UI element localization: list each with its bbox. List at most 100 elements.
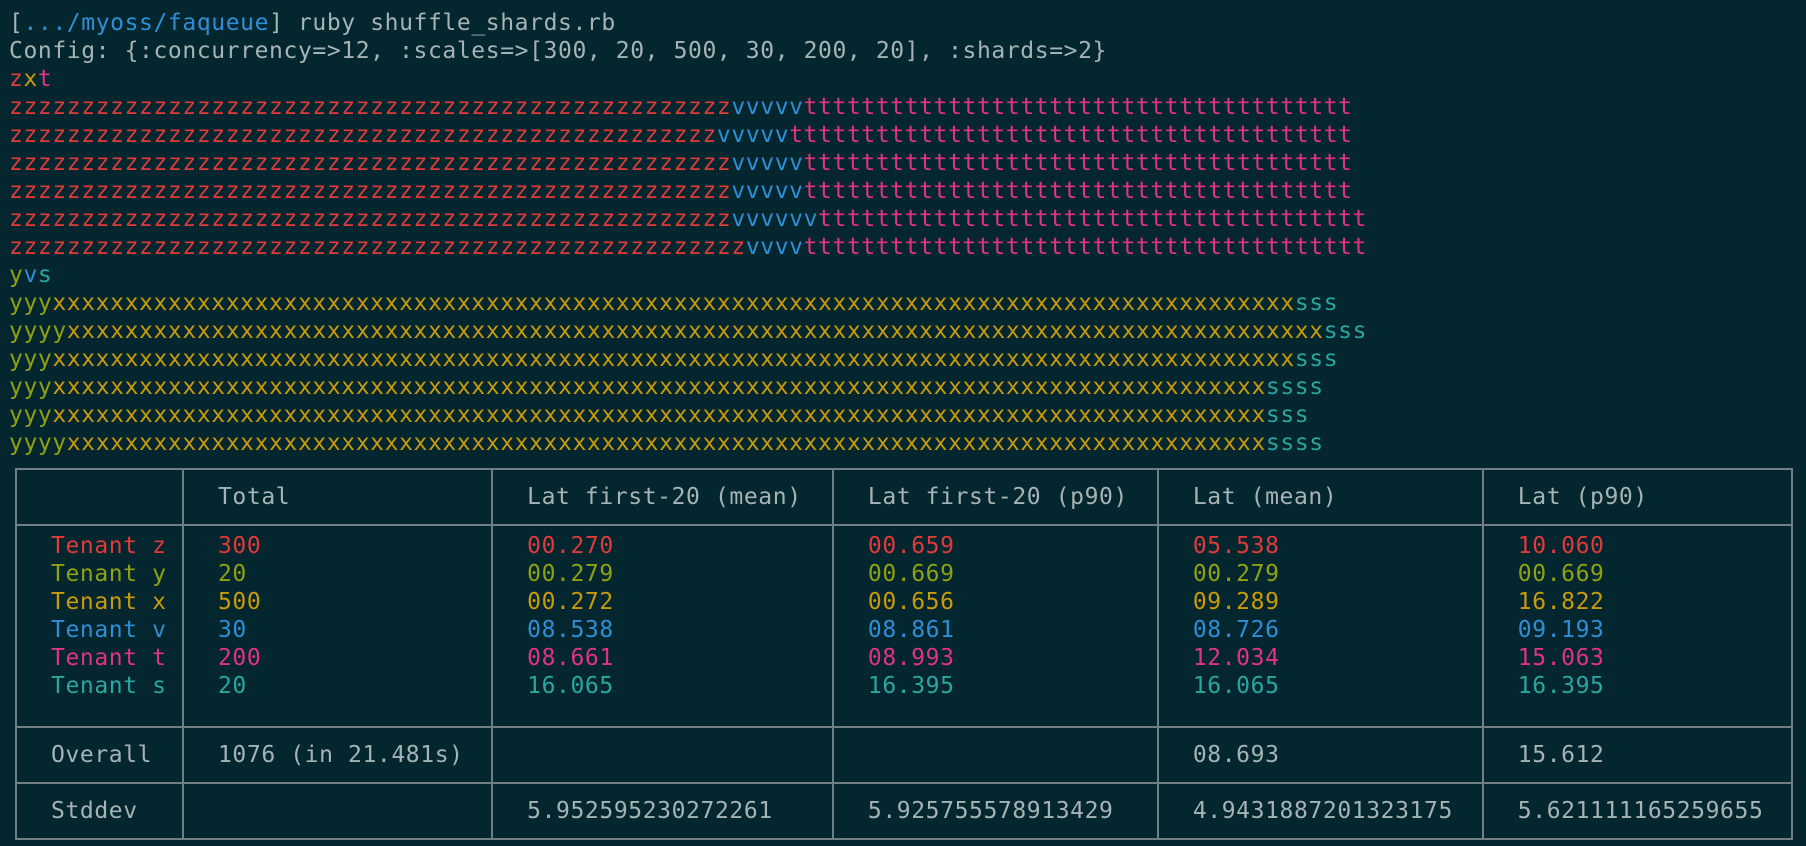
tenant-char-run: vvvv [745,234,804,260]
tenant-value: 08.538 [527,617,614,643]
prompt-command: ruby shuffle_shards.rb [283,10,616,36]
shard-progress-line: zzzzzzzzzzzzzzzzzzzzzzzzzzzzzzzzzzzzzzzz… [9,149,1806,177]
shard-progress-line: yyyxxxxxxxxxxxxxxxxxxxxxxxxxxxxxxxxxxxxx… [9,373,1806,401]
tenant-char-run: ttttttttttttttttttttttttttttttttttttttt [803,234,1368,260]
shard-progress-line: zzzzzzzzzzzzzzzzzzzzzzzzzzzzzzzzzzzzzzzz… [9,233,1806,261]
shard-label-line: yvs [9,261,1806,289]
terminal-output: [.../myoss/faqueue] ruby shuffle_shards.… [9,9,1806,457]
tenant-char-run: vvvvv [716,122,790,148]
tenant-value: 09.193 [1517,617,1605,643]
tenant-value: 09.289 [1192,589,1280,615]
overall-first20-mean [491,726,834,784]
shard-2-output: yvs yyyxxxxxxxxxxxxxxxxxxxxxxxxxxxxxxxxxx… [9,261,1806,457]
tenant-value: 00.656 [867,589,955,615]
header-cell-mean: Lat (mean) [1156,468,1484,526]
tenant-char-run: tttttttttttttttttttttttttttttttttttttt [803,178,1353,204]
shard-1-output: zxt zzzzzzzzzzzzzzzzzzzzzzzzzzzzzzzzzzzzz… [9,65,1806,261]
tenant-total-column: 300 20 500 30 200 20 [181,524,494,728]
tenant-char-run: vvvvv [731,94,804,120]
tenant-char-run: xxxxxxxxxxxxxxxxxxxxxxxxxxxxxxxxxxxxxxxx… [66,318,1324,344]
shard-progress-line: yyyxxxxxxxxxxxxxxxxxxxxxxxxxxxxxxxxxxxxx… [9,289,1806,317]
tenant-char-run: yyyy [9,430,67,456]
tenant-char-run: yyyy [9,318,67,344]
tenant-char-run: ssss [1265,374,1324,400]
tenant-value: 300 [217,533,262,559]
tenant-char-run: sss [1294,290,1339,316]
tenant-value: 16.065 [1192,673,1280,699]
stddev-p90: 5.621111165259655 [1481,782,1794,840]
tenant-char-run: zzzzzzzzzzzzzzzzzzzzzzzzzzzzzzzzzzzzzzzz… [9,122,717,148]
tenant-value: 16.822 [1517,589,1605,615]
tenant-char-run: vvvvv [731,150,804,176]
tenant-char-run: vvvvv [731,178,804,204]
tenant-p90-column: 10.060 00.669 16.822 09.193 15.063 16.395 [1481,524,1794,728]
overall-label: Overall [15,726,184,784]
tenant-char-run: sss [1323,318,1368,344]
tenant-char-run: sss [1265,402,1310,428]
tenant-char-run: z [9,66,24,92]
tenant-char-run: zzzzzzzzzzzzzzzzzzzzzzzzzzzzzzzzzzzzzzzz… [9,150,732,176]
tenant-char-run: yyy [9,290,53,316]
tenant-name: Tenant v [51,617,167,643]
tenant-value: 16.395 [867,673,955,699]
config-line: Config: {:concurrency=>12, :scales=>[300… [9,38,1107,64]
tenant-char-run: ttttttttttttttttttttttttttttttttttttttt [789,122,1353,148]
stddev-mean: 4.9431887201323175 [1156,782,1484,840]
tenant-value: 20 [217,673,247,699]
tenant-char-run: yyy [9,402,53,428]
tenant-name: Tenant z [51,533,167,559]
shard-progress-line: zzzzzzzzzzzzzzzzzzzzzzzzzzzzzzzzzzzzzzzz… [9,121,1806,149]
tenant-char-run: sss [1294,346,1339,372]
tenant-char-run: ssss [1265,430,1324,456]
tenant-char-run: xxxxxxxxxxxxxxxxxxxxxxxxxxxxxxxxxxxxxxxx… [52,374,1266,400]
header-cell-first20-mean: Lat first-20 (mean) [491,468,834,526]
tenant-value: 00.669 [867,561,955,587]
shard-progress-line: zzzzzzzzzzzzzzzzzzzzzzzzzzzzzzzzzzzzzzzz… [9,93,1806,121]
tenant-char-run: y [9,262,24,288]
tenant-char-run: yyy [9,374,53,400]
stddev-total [181,782,494,840]
tenant-value: 20 [217,561,247,587]
tenant-char-run: s [37,262,53,288]
shard-label-line: zxt [9,65,1806,93]
stddev-row: Stddev 5.952595230272261 5.9257555789134… [15,782,1794,840]
tenant-char-run: v [23,262,38,288]
table-header-row: Total Lat first-20 (mean) Lat first-20 (… [15,468,1794,526]
header-cell-total: Total [181,468,494,526]
shard-progress-line: yyyxxxxxxxxxxxxxxxxxxxxxxxxxxxxxxxxxxxxx… [9,401,1806,429]
tenant-first20-mean-column: 00.270 00.279 00.272 08.538 08.661 16.065 [491,524,834,728]
overall-p90: 15.612 [1481,726,1794,784]
stddev-first20-mean: 5.952595230272261 [491,782,834,840]
tenant-value: 10.060 [1517,533,1605,559]
tenant-char-run: tttttttttttttttttttttttttttttttttttttt [803,150,1353,176]
tenant-name: Tenant t [51,645,167,671]
tenant-name-column: Tenant z Tenant y Tenant x Tenant v Tenant t… [15,524,184,728]
tenant-char-run: zzzzzzzzzzzzzzzzzzzzzzzzzzzzzzzzzzzzzzzz… [9,178,732,204]
tenant-char-run: tttttttttttttttttttttttttttttttttttttt [803,94,1353,120]
tenant-char-run: zzzzzzzzzzzzzzzzzzzzzzzzzzzzzzzzzzzzzzzz… [9,94,732,120]
tenant-char-run: xxxxxxxxxxxxxxxxxxxxxxxxxxxxxxxxxxxxxxxx… [52,402,1266,428]
tenant-value: 00.279 [527,561,614,587]
tenant-name: Tenant s [51,673,167,699]
tenant-value: 08.726 [1192,617,1280,643]
tenant-value: 05.538 [1192,533,1280,559]
tenant-char-run: zzzzzzzzzzzzzzzzzzzzzzzzzzzzzzzzzzzzzzzz… [9,234,746,260]
tenant-value: 12.034 [1192,645,1280,671]
tenant-value: 08.861 [867,617,955,643]
shard-progress-line: zzzzzzzzzzzzzzzzzzzzzzzzzzzzzzzzzzzzzzzz… [9,177,1806,205]
stddev-label: Stddev [15,782,184,840]
tenant-char-run: zzzzzzzzzzzzzzzzzzzzzzzzzzzzzzzzzzzzzzzz… [9,206,732,232]
tenant-value: 08.993 [867,645,955,671]
tenant-value: 00.270 [527,533,614,559]
tenant-mean-column: 05.538 00.279 09.289 08.726 12.034 16.065 [1156,524,1484,728]
shard-progress-line: yyyyxxxxxxxxxxxxxxxxxxxxxxxxxxxxxxxxxxxx… [9,429,1806,457]
tenant-char-run: xxxxxxxxxxxxxxxxxxxxxxxxxxxxxxxxxxxxxxxx… [66,430,1266,456]
tenant-value: 500 [217,589,262,615]
tenant-char-run: x [23,66,38,92]
header-cell-p90: Lat (p90) [1481,468,1794,526]
overall-mean: 08.693 [1156,726,1484,784]
header-cell-blank [15,468,184,526]
tenant-first20-p90-column: 00.659 00.669 00.656 08.861 08.993 16.395 [831,524,1159,728]
tenant-value: 15.063 [1517,645,1605,671]
prompt-path: .../myoss/faqueue [23,10,270,36]
